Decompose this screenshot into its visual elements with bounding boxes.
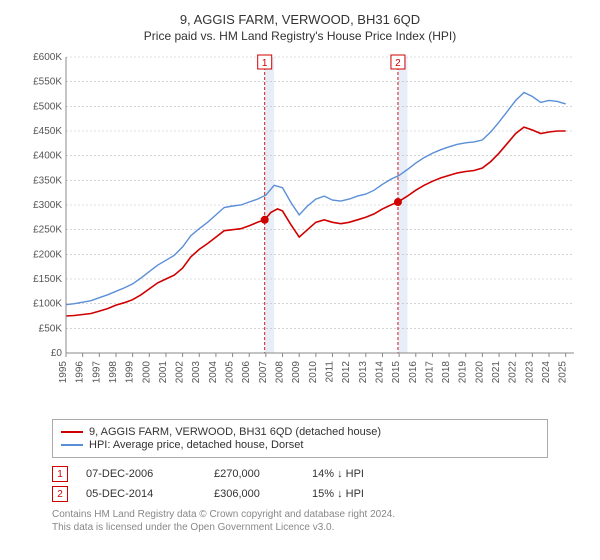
sale-diff: 15% ↓ HPI [312, 488, 402, 500]
svg-text:2003: 2003 [191, 361, 202, 384]
svg-text:2019: 2019 [458, 361, 469, 384]
svg-text:2004: 2004 [208, 361, 219, 384]
svg-text:2006: 2006 [241, 361, 252, 384]
svg-text:£0: £0 [51, 348, 63, 359]
sale-marker-2: 2 [52, 486, 68, 502]
table-row: 2 05-DEC-2014 £306,000 15% ↓ HPI [52, 484, 548, 504]
svg-text:2024: 2024 [541, 361, 552, 384]
svg-text:£250K: £250K [33, 225, 62, 236]
legend-item: 9, AGGIS FARM, VERWOOD, BH31 6QD (detach… [61, 426, 539, 438]
sale-marker-1: 1 [52, 466, 68, 482]
svg-text:2001: 2001 [158, 361, 169, 384]
svg-text:2005: 2005 [225, 361, 236, 384]
svg-text:2014: 2014 [374, 361, 385, 384]
svg-text:1999: 1999 [125, 361, 136, 384]
svg-text:£300K: £300K [33, 200, 62, 211]
legend-swatch-property [61, 431, 83, 433]
svg-text:2018: 2018 [441, 361, 452, 384]
legend-swatch-hpi [61, 444, 83, 446]
sale-diff: 14% ↓ HPI [312, 468, 402, 480]
svg-text:2025: 2025 [558, 361, 569, 384]
svg-text:2002: 2002 [175, 361, 186, 384]
svg-text:1995: 1995 [58, 361, 69, 384]
svg-text:2008: 2008 [275, 361, 286, 384]
page-title: 9, AGGIS FARM, VERWOOD, BH31 6QD [12, 12, 588, 27]
svg-text:2015: 2015 [391, 361, 402, 384]
svg-text:1997: 1997 [91, 361, 102, 384]
svg-text:2020: 2020 [474, 361, 485, 384]
footnote-line: Contains HM Land Registry data © Crown c… [52, 508, 548, 521]
svg-text:1: 1 [262, 58, 268, 69]
svg-text:2013: 2013 [358, 361, 369, 384]
sale-price: £306,000 [214, 488, 294, 500]
svg-text:£100K: £100K [33, 299, 62, 310]
svg-text:2021: 2021 [491, 361, 502, 384]
svg-text:2016: 2016 [408, 361, 419, 384]
svg-text:£500K: £500K [33, 101, 62, 112]
sale-date: 05-DEC-2014 [86, 488, 196, 500]
legend: 9, AGGIS FARM, VERWOOD, BH31 6QD (detach… [52, 419, 548, 458]
svg-text:2017: 2017 [424, 361, 435, 384]
table-row: 1 07-DEC-2006 £270,000 14% ↓ HPI [52, 464, 548, 484]
svg-text:£400K: £400K [33, 151, 62, 162]
sale-price: £270,000 [214, 468, 294, 480]
sales-table: 1 07-DEC-2006 £270,000 14% ↓ HPI 2 05-DE… [52, 464, 548, 504]
svg-text:2000: 2000 [141, 361, 152, 384]
svg-text:£50K: £50K [39, 323, 63, 334]
svg-text:1996: 1996 [75, 361, 86, 384]
svg-text:£450K: £450K [33, 126, 62, 137]
svg-text:2012: 2012 [341, 361, 352, 384]
svg-text:2011: 2011 [324, 361, 335, 383]
footnote: Contains HM Land Registry data © Crown c… [52, 508, 548, 534]
price-chart: £0 £50K £100K £150K £200K £250K £300K £350K £400… [20, 51, 580, 411]
svg-text:£150K: £150K [33, 274, 62, 285]
svg-text:£350K: £350K [33, 175, 62, 186]
svg-text:2009: 2009 [291, 361, 302, 384]
sale-date: 07-DEC-2006 [86, 468, 196, 480]
legend-label: HPI: Average price, detached house, Dors… [89, 439, 303, 451]
svg-text:2: 2 [395, 58, 401, 69]
svg-text:£600K: £600K [33, 52, 62, 63]
svg-text:£550K: £550K [33, 77, 62, 88]
svg-text:£200K: £200K [33, 249, 62, 260]
svg-text:2010: 2010 [308, 361, 319, 384]
legend-label: 9, AGGIS FARM, VERWOOD, BH31 6QD (detach… [89, 426, 381, 438]
footnote-line: This data is licensed under the Open Gov… [52, 521, 548, 534]
legend-item: HPI: Average price, detached house, Dors… [61, 439, 539, 451]
svg-text:1998: 1998 [108, 361, 119, 384]
page-subtitle: Price paid vs. HM Land Registry's House … [12, 29, 588, 43]
svg-text:2022: 2022 [508, 361, 519, 384]
svg-text:2023: 2023 [524, 361, 535, 384]
svg-text:2007: 2007 [258, 361, 269, 384]
